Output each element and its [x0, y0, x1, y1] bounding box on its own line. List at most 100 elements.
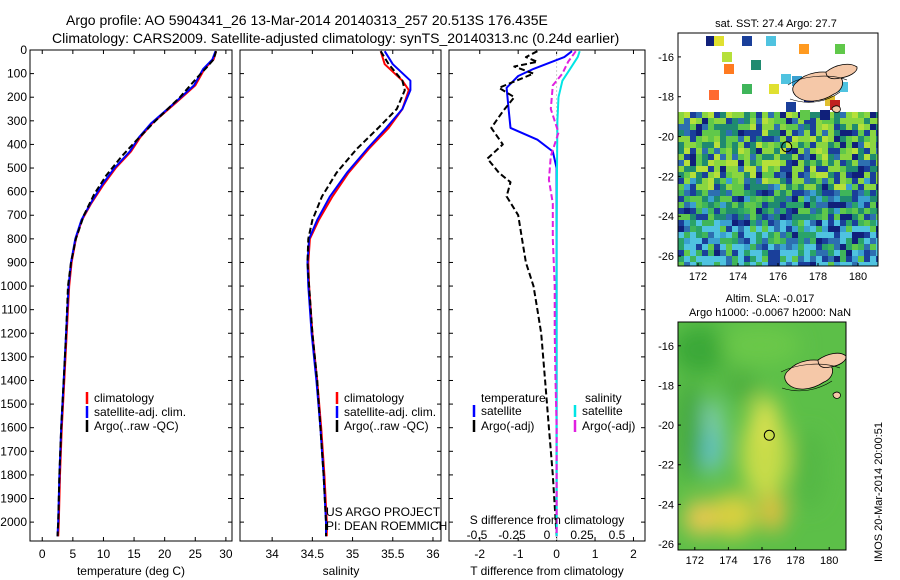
sst-cell: [774, 202, 780, 208]
sst-cell: [864, 220, 870, 226]
sst-cell: [738, 112, 744, 118]
sst-cell: [762, 184, 768, 190]
sst-cell: [870, 220, 876, 226]
sst-cell: [708, 208, 714, 214]
sst-cell: [828, 232, 834, 238]
sst-cell: [816, 262, 822, 266]
sst-cell: [678, 154, 684, 160]
sst-cell: [810, 244, 816, 250]
sst-cell: [696, 148, 702, 154]
sst-cell: [876, 262, 878, 266]
sst-cell: [714, 130, 720, 136]
sst-cell: [762, 238, 768, 244]
sst-cell: [864, 214, 870, 220]
sst-cell: [732, 166, 738, 172]
sst-cell: [714, 172, 720, 178]
sst-cell: [720, 226, 726, 232]
sst-cell: [786, 184, 792, 190]
sst-cell: [756, 202, 762, 208]
sst-cell: [852, 148, 858, 154]
sst-cell: [762, 154, 768, 160]
sst-cell: [756, 196, 762, 202]
sst-cell: [780, 256, 786, 262]
series-line: [505, 50, 573, 537]
sst-cell: [684, 232, 690, 238]
sst-cell: [744, 256, 750, 262]
sst-cell: [852, 136, 858, 142]
sst-cell: [852, 214, 858, 220]
y-tick-label: 0: [20, 43, 27, 57]
sst-cell: [684, 226, 690, 232]
sst-cell: [864, 250, 870, 256]
sst-cell: [720, 112, 726, 118]
sst-cell: [684, 154, 690, 160]
sst-cell: [684, 208, 690, 214]
sst-cell: [870, 226, 876, 232]
sst-cell: [768, 208, 774, 214]
sst-cell: [798, 148, 804, 154]
sst-cell: [714, 214, 720, 220]
sst-cell: [804, 160, 810, 166]
sst-cell: [750, 172, 756, 178]
sst-cell: [810, 238, 816, 244]
sst-cell: [714, 232, 720, 238]
sst-cell: [738, 118, 744, 124]
sst-cell: [732, 226, 738, 232]
sst-cell: [786, 226, 792, 232]
y-tick-label: 500: [7, 161, 27, 175]
sst-cell: [858, 190, 864, 196]
y-tick-label: 1700: [0, 444, 27, 458]
sst-cell: [696, 208, 702, 214]
sst-cell: [786, 102, 796, 112]
sst-cell: [852, 130, 858, 136]
sst-cell: [714, 160, 720, 166]
sst-cell: [762, 190, 768, 196]
sst-cell: [684, 220, 690, 226]
sst-cell: [678, 244, 684, 250]
sst-cell: [678, 172, 684, 178]
sst-cell: [834, 130, 840, 136]
sst-cell: [696, 178, 702, 184]
sst-cell: [744, 118, 750, 124]
sst-cell: [726, 184, 732, 190]
sst-cell: [864, 148, 870, 154]
sst-cell: [810, 118, 816, 124]
sst-cell: [726, 256, 732, 262]
sst-cell: [750, 112, 756, 118]
x-tick-label: 10: [97, 547, 111, 561]
sst-cell: [804, 148, 810, 154]
sst-cell: [816, 184, 822, 190]
sst-cell: [750, 142, 756, 148]
sst-cell: [828, 250, 834, 256]
sst-cell: [876, 256, 878, 262]
sst-cell: [840, 166, 846, 172]
sst-cell: [708, 172, 714, 178]
sst-cell: [804, 190, 810, 196]
sst-cell: [810, 196, 816, 202]
y-tick-label: 700: [7, 208, 27, 222]
sst-cell: [864, 244, 870, 250]
sst-cell: [738, 136, 744, 142]
x-tick-label: 15: [127, 547, 141, 561]
sst-cell: [864, 160, 870, 166]
sst-cell: [852, 112, 858, 118]
sst-cell: [804, 166, 810, 172]
sst-cell: [846, 130, 852, 136]
sst-cell: [828, 184, 834, 190]
sst-cell: [876, 184, 878, 190]
sst-cell: [684, 172, 690, 178]
sst-cell: [702, 202, 708, 208]
sst-cell: [828, 196, 834, 202]
sst-cell: [792, 118, 798, 124]
sst-cell: [870, 142, 876, 148]
sst-cell: [684, 130, 690, 136]
sst-cell: [756, 208, 762, 214]
sst-cell: [750, 238, 756, 244]
sst-cell: [750, 250, 756, 256]
sst-cell: [720, 220, 726, 226]
sst-cell: [800, 110, 810, 120]
sst-cell: [738, 154, 744, 160]
sst-cell: [684, 160, 690, 166]
sst-cell: [744, 232, 750, 238]
sst-cell: [732, 244, 738, 250]
